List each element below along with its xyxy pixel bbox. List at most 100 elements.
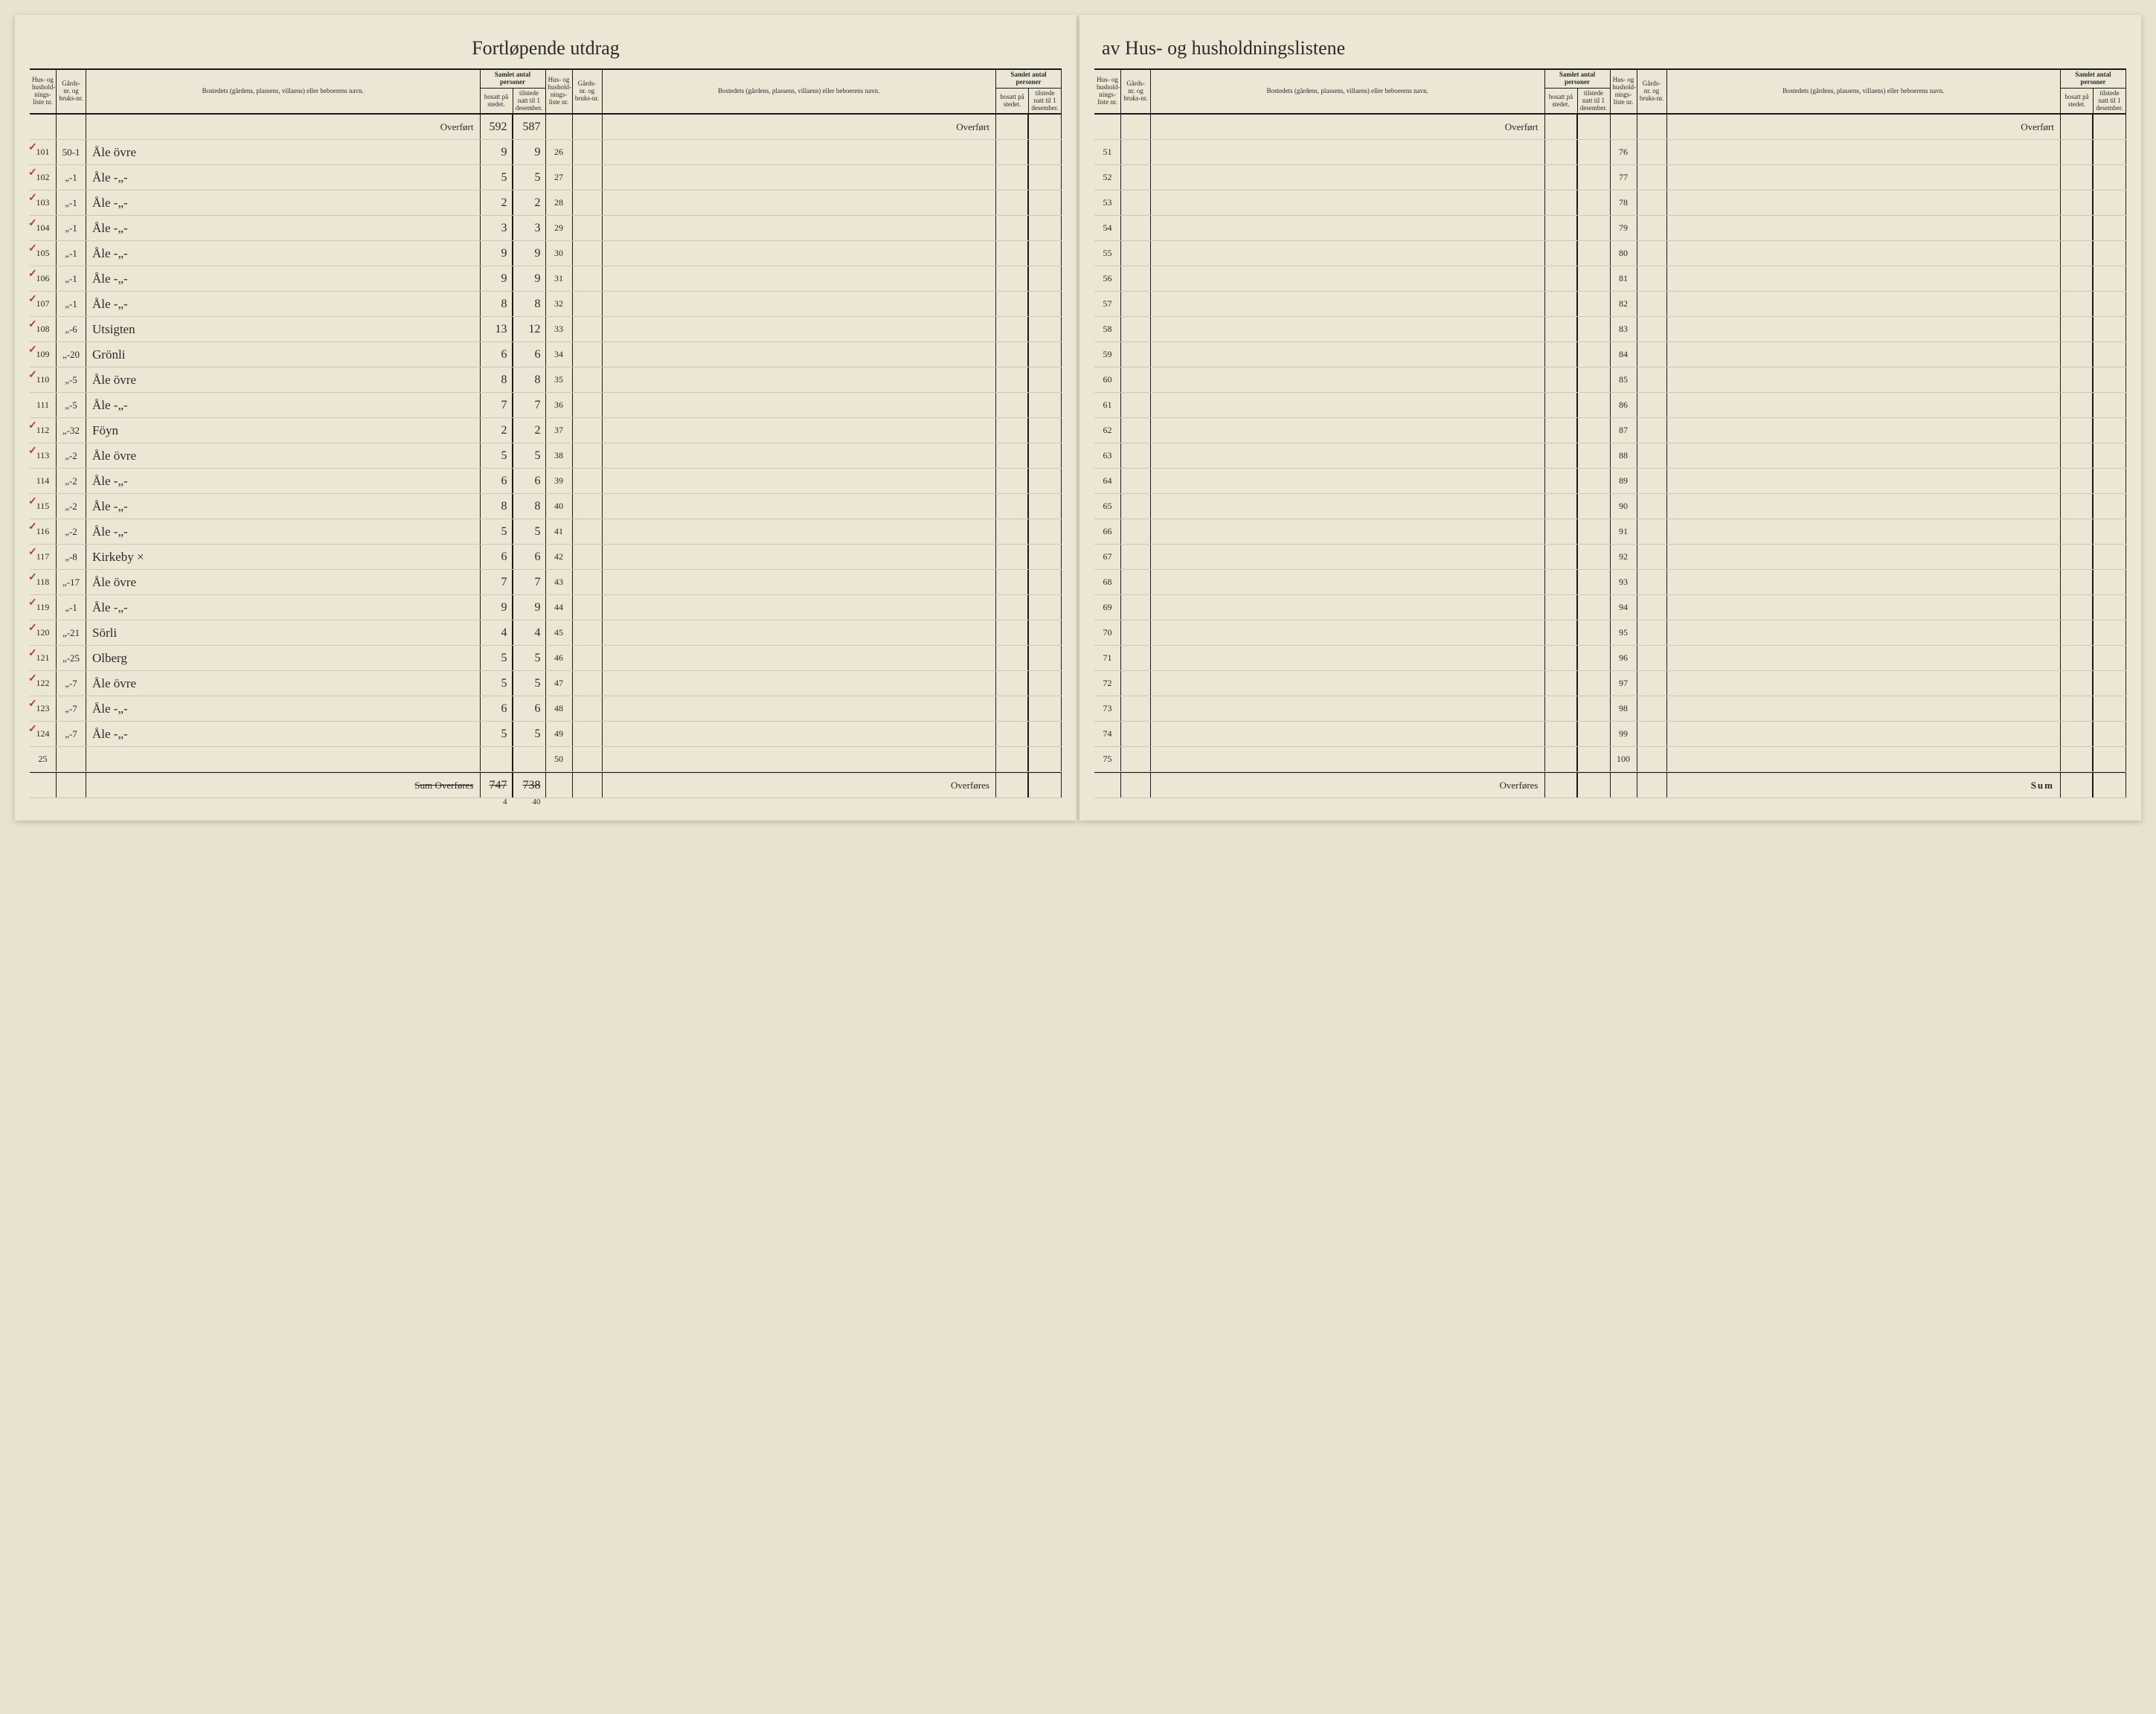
cell-tilstede	[2094, 646, 2126, 670]
cell-gard	[573, 443, 603, 468]
cell-gard	[573, 342, 603, 367]
cell-bosatt	[1545, 696, 1578, 721]
table-row: 87	[1611, 418, 2127, 443]
cell-bosatt: 2	[481, 190, 513, 215]
cell-gard	[1637, 266, 1667, 291]
cell-liste: 96	[1611, 646, 1637, 670]
cell-bosted	[1667, 595, 2062, 620]
cell-bosatt: 9	[481, 266, 513, 291]
cell-bosted	[1667, 140, 2062, 164]
cell-bosatt: 5	[481, 671, 513, 696]
cell-bosatt	[2061, 418, 2094, 443]
cell-liste: 91	[1611, 519, 1637, 544]
cell-tilstede	[1578, 570, 1611, 594]
cell-liste: ✓110	[30, 367, 57, 392]
cell-bosted	[1667, 570, 2062, 594]
cell-tilstede: 9	[513, 266, 546, 291]
cell-gard	[573, 646, 603, 670]
table-row: 48	[546, 696, 1062, 722]
cell-bosted	[603, 367, 997, 392]
cell-bosted	[1151, 595, 1545, 620]
cell-gard	[1637, 671, 1667, 696]
cell-gard	[1637, 469, 1667, 493]
table-row: ✓119„-1Åle -„-99	[30, 595, 546, 620]
cell-bosatt	[996, 266, 1029, 291]
cell-tilstede	[1029, 671, 1062, 696]
table-row: ✓113„-2Åle övre55	[30, 443, 546, 469]
cell-liste: 75	[1094, 747, 1121, 771]
cell-bosatt	[2061, 165, 2094, 190]
cell-gard	[1121, 595, 1151, 620]
cell-bosatt	[1545, 165, 1578, 190]
table-row: 31	[546, 266, 1062, 292]
cell-liste: ✓113	[30, 443, 57, 468]
cell-bosted	[1151, 443, 1545, 468]
cell-gard	[573, 545, 603, 569]
cell-bosted	[1151, 393, 1545, 417]
cell-bosatt	[1545, 595, 1578, 620]
table-row: 80	[1611, 241, 2127, 266]
cell-bosatt	[2061, 646, 2094, 670]
cell-gard	[573, 140, 603, 164]
cell-gard	[573, 418, 603, 443]
cell-bosted	[1151, 241, 1545, 266]
table-row: ✓115„-2Åle -„-88	[30, 494, 546, 519]
cell-bosatt	[996, 241, 1029, 266]
cell-tilstede	[2094, 393, 2126, 417]
cell-bosatt	[2061, 190, 2094, 215]
cell-gard	[1637, 317, 1667, 341]
ledger-left: Hus- og hushold-nings-liste nr. Gårds-nr…	[30, 68, 1062, 798]
table-row: 40	[546, 494, 1062, 519]
cell-gard	[1121, 266, 1151, 291]
cell-gard	[1121, 696, 1151, 721]
table-row: ✓106„-1Åle -„-99	[30, 266, 546, 292]
table-row: ✓121„-25Olberg55	[30, 646, 546, 671]
table-row: 42	[546, 545, 1062, 570]
cell-bosted: Åle -„-	[86, 292, 481, 316]
cell-liste: 85	[1611, 367, 1637, 392]
table-row: 81	[1611, 266, 2127, 292]
overfort-label: Overført	[86, 115, 481, 139]
cell-liste: 92	[1611, 545, 1637, 569]
hdr-gard: Gårds-nr. og bruks-nr.	[57, 70, 86, 113]
cell-tilstede	[2094, 671, 2126, 696]
table-row: 73	[1094, 696, 1611, 722]
table-row: ✓103„-1Åle -„-22	[30, 190, 546, 216]
check-icon: ✓	[28, 571, 37, 584]
cell-liste: 61	[1094, 393, 1121, 417]
cell-bosted: Åle -„-	[86, 722, 481, 746]
cell-liste: ✓123	[30, 696, 57, 721]
check-icon: ✓	[28, 293, 37, 306]
cell-gard: „-1	[57, 190, 86, 215]
cell-tilstede	[1578, 722, 1611, 746]
cell-gard: „-21	[57, 620, 86, 645]
table-row: 34	[546, 342, 1062, 367]
cell-gard: „-5	[57, 367, 86, 392]
cell-bosted	[1151, 367, 1545, 392]
cell-bosted	[1151, 671, 1545, 696]
cell-bosatt	[2061, 570, 2094, 594]
cell-bosatt: 7	[481, 393, 513, 417]
table-row: 94	[1611, 595, 2127, 620]
cell-bosatt	[2061, 595, 2094, 620]
table-row: 71	[1094, 646, 1611, 671]
cell-bosted	[603, 595, 997, 620]
table-row: 83	[1611, 317, 2127, 342]
cell-gard: „-1	[57, 165, 86, 190]
cell-bosatt	[1545, 671, 1578, 696]
table-row: 96	[1611, 646, 2127, 671]
cell-tilstede	[1578, 696, 1611, 721]
cell-bosatt	[996, 292, 1029, 316]
cell-bosatt	[996, 469, 1029, 493]
cell-gard	[573, 620, 603, 645]
cell-liste: 111	[30, 393, 57, 417]
cell-gard	[573, 266, 603, 291]
cell-tilstede	[2094, 519, 2126, 544]
cell-bosted: Åle -„-	[86, 519, 481, 544]
cell-bosted	[603, 494, 997, 519]
cell-tilstede	[1029, 393, 1062, 417]
sum-label-strike: Sum Overføres	[414, 780, 473, 792]
cell-gard: „-17	[57, 570, 86, 594]
cell-liste: ✓106	[30, 266, 57, 291]
table-row: 92	[1611, 545, 2127, 570]
